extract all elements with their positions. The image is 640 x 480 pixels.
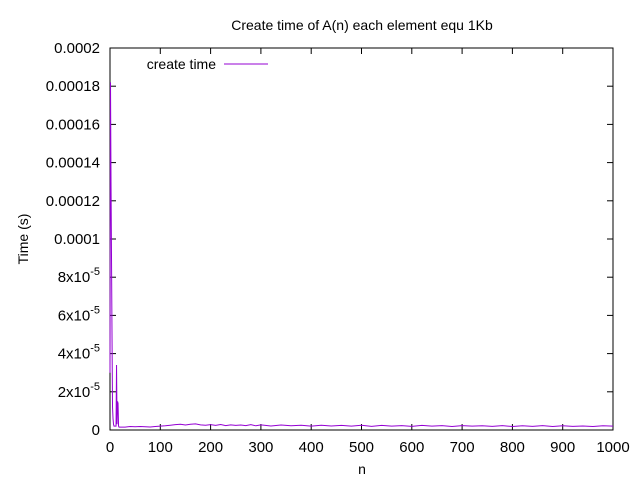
x-tick-label: 500 xyxy=(349,439,374,456)
x-tick-label: 700 xyxy=(450,439,475,456)
x-tick-label: 100 xyxy=(148,439,173,456)
chart-title: Create time of A(n) each element equ 1Kb xyxy=(231,17,493,33)
series-line xyxy=(109,82,614,428)
x-tick-label: 200 xyxy=(198,439,223,456)
y-tick-label: 0 xyxy=(92,422,100,439)
x-tick-label: 800 xyxy=(500,439,525,456)
y-tick-label: 4x10-5 xyxy=(58,343,100,363)
series-group xyxy=(109,82,614,428)
y-tick-label: 0.00014 xyxy=(46,155,100,172)
y-tick-label: 0.00012 xyxy=(46,193,100,210)
y-tick-label: 2x10-5 xyxy=(58,381,100,401)
x-tick-label: 900 xyxy=(550,439,575,456)
y-tick-label: 8x10-5 xyxy=(58,266,100,286)
legend-label: create time xyxy=(147,56,216,72)
x-tick-label: 0 xyxy=(106,439,114,456)
y-tick-label: 6x10-5 xyxy=(58,304,100,324)
plot-frame xyxy=(109,47,614,431)
x-axis-label: n xyxy=(358,461,366,477)
y-tick-label: 0.0001 xyxy=(54,231,100,248)
y-tick-label: 0.00018 xyxy=(46,78,100,95)
x-tick-label: 400 xyxy=(299,439,324,456)
x-tick-label: 600 xyxy=(399,439,424,456)
x-tick-label: 1000 xyxy=(596,439,629,456)
legend: create time xyxy=(147,56,268,72)
y-tick-label: 0.00016 xyxy=(46,116,100,133)
x-tick-label: 300 xyxy=(248,439,273,456)
y-tick-label: 0.0002 xyxy=(54,40,100,57)
y-axis-label: Time (s) xyxy=(15,214,31,265)
axis-ticks: 0 100 200 300 400 500 600 700 800 900 1000 0 2x10-5 4… xyxy=(46,40,630,456)
